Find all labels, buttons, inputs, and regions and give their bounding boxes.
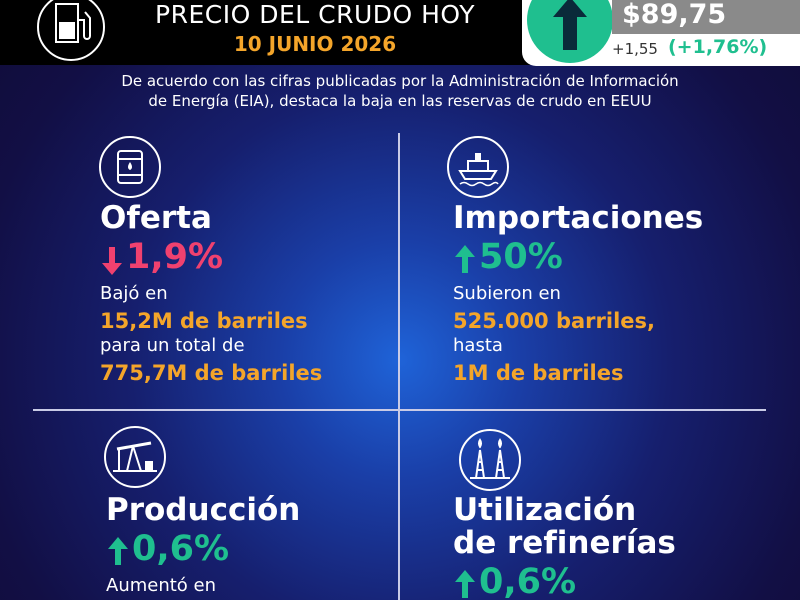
price-background: [612, 0, 800, 34]
fuel-icon: [37, 0, 105, 61]
date: 10 JUNIO 2026: [233, 32, 397, 56]
section-text: para un total de: [100, 335, 245, 356]
direction-arrow: [455, 245, 475, 273]
direction-arrow: [108, 537, 128, 565]
section-change: 50%: [479, 237, 563, 277]
section-title: Utilización: [453, 492, 637, 528]
intro-line: de Energía (EIA), destaca la baja en las…: [148, 92, 652, 110]
direction-arrow: [455, 570, 475, 598]
section-text: 1M de barriles: [453, 361, 624, 385]
intro-line: De acuerdo con las cifras publicadas por…: [121, 72, 679, 90]
horizontal-divider: [33, 409, 766, 411]
section-text: Subieron en: [453, 283, 561, 304]
price-change: +1,55: [612, 40, 658, 58]
barrel-icon: [99, 136, 161, 198]
section-change: 0,6%: [132, 529, 230, 569]
section-title: Producción: [106, 492, 301, 528]
section-text: 525.000 barriles,: [453, 309, 655, 333]
direction-arrow: [102, 247, 122, 275]
price-change-percent: (+1,76%): [668, 36, 768, 58]
section-title: Oferta: [100, 200, 212, 236]
title: PRECIO DEL CRUDO HOY: [155, 0, 475, 29]
refinery-icon: [459, 429, 521, 491]
pumpjack-icon: [104, 426, 166, 488]
section-change: 0,6%: [479, 562, 577, 600]
section-text: hasta: [453, 335, 503, 356]
section-text: Aumentó en: [106, 575, 217, 596]
ship-icon: [447, 136, 509, 198]
section-title: Importaciones: [453, 200, 704, 236]
section-text: 15,2M de barriles: [100, 309, 308, 333]
vertical-divider: [398, 133, 400, 600]
up-arrow-icon: [527, 0, 613, 63]
price: $89,75: [622, 0, 727, 30]
section-change: 1,9%: [126, 237, 224, 277]
section-text: 775,7M de barriles: [100, 361, 323, 385]
section-title: de refinerías: [453, 525, 676, 561]
section-text: Bajó en: [100, 283, 168, 304]
